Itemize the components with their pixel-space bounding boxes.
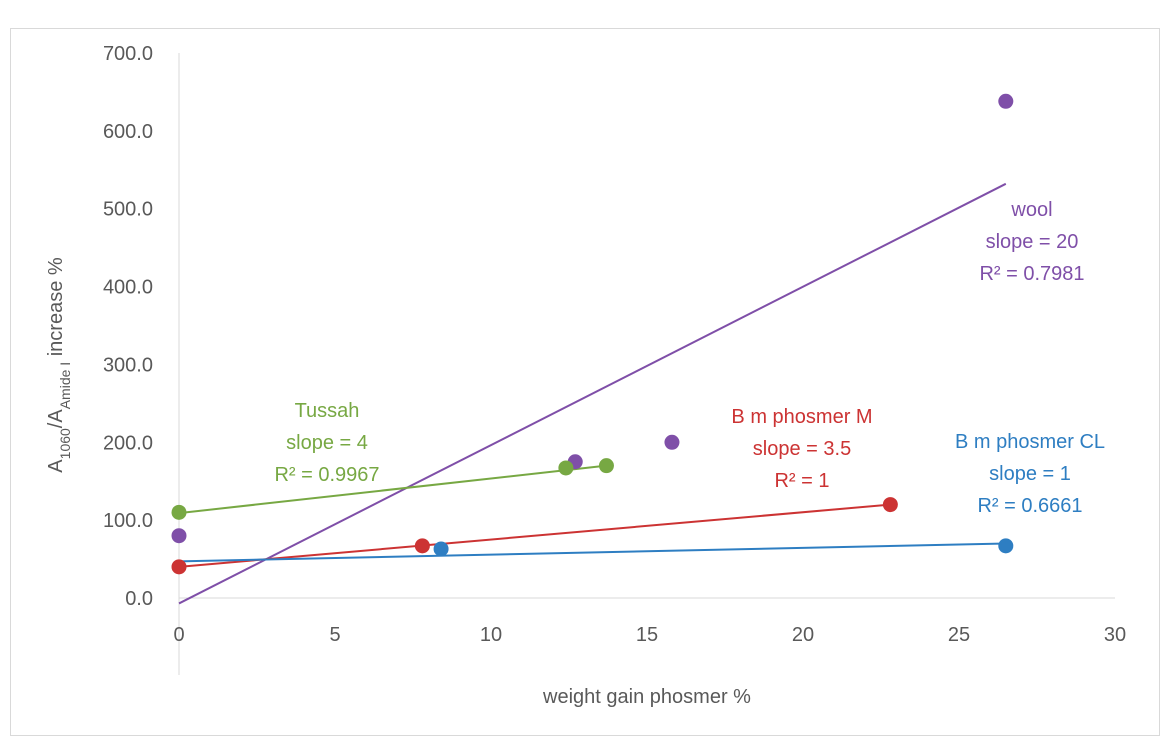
y-tick-label: 200.0 [103, 432, 153, 454]
axes [178, 53, 1115, 675]
annotations: wool slope = 20 R² = 0.7981 Tussah slope = 4… [274, 199, 1105, 517]
y-axis-label-prefix: A [45, 459, 67, 473]
b-m-phosmer-m-annotation-line: R² = 1 [774, 470, 829, 492]
b-m-phosmer-cl-annotation-line: B m phosmer CL [955, 431, 1105, 453]
y-tick-label: 500.0 [103, 199, 153, 221]
x-axis-label: weight gain phosmer % [542, 686, 751, 708]
b-m-phosmer-cl-annotation-line: slope = 1 [989, 463, 1071, 485]
x-tick-label: 20 [792, 624, 814, 646]
x-tick-label: 25 [948, 624, 970, 646]
b-m-phosmer-m-point [882, 497, 898, 513]
data-points [171, 93, 1014, 575]
wool-annotation-line: wool [1010, 199, 1052, 221]
x-tick-label: 10 [480, 624, 502, 646]
y-axis-label: A1060/AAmide I increase % [45, 257, 73, 473]
tussah-point [598, 458, 614, 474]
y-tick-label: 300.0 [103, 354, 153, 376]
b-m-phosmer-m-annotation-line: slope = 3.5 [753, 438, 851, 460]
tussah-annotation-line: R² = 0.9967 [274, 464, 379, 486]
y-axis-label-mid: /A [45, 409, 67, 429]
y-tick-label: 600.0 [103, 121, 153, 143]
y-axis-label-suffix: increase % [45, 257, 67, 362]
wool-annotation-line: slope = 20 [986, 231, 1079, 253]
x-tick-label: 15 [636, 624, 658, 646]
wool-annotation-line: R² = 0.7981 [979, 263, 1084, 285]
tussah-annotation-line: Tussah [295, 400, 360, 422]
y-tick-label: 400.0 [103, 277, 153, 299]
b-m-phosmer-cl-annotation-line: R² = 0.6661 [977, 495, 1082, 517]
wool-point [998, 93, 1014, 109]
wool-point [664, 434, 680, 450]
wool-trendline [178, 182, 1007, 605]
y-tick-label: 700.0 [103, 43, 153, 65]
trendlines [178, 182, 1007, 605]
y-tick-label: 0.0 [125, 588, 153, 610]
x-tick-label: 30 [1104, 624, 1126, 646]
b-m-phosmer-cl-point [998, 538, 1014, 554]
wool-point [171, 528, 187, 544]
tussah-annotation-line: slope = 4 [286, 432, 368, 454]
y-axis-label-sub1: 1060 [57, 428, 73, 459]
x-tick-label: 5 [329, 624, 340, 646]
tussah-trendline [178, 464, 607, 515]
tussah-point [171, 504, 187, 520]
tick-labels: 0.0 100.0 200.0 300.0 400.0 500.0 600.0 700.0 0 5… [103, 43, 1126, 646]
y-axis-label-sub2: Amide I [57, 362, 73, 409]
b-m-phosmer-m-point [414, 538, 430, 554]
b-m-phosmer-m-trendline [178, 503, 891, 568]
b-m-phosmer-cl-trendline [178, 542, 1006, 563]
tussah-point [558, 460, 574, 476]
b-m-phosmer-m-point [171, 559, 187, 575]
b-m-phosmer-cl-point [433, 541, 449, 557]
b-m-phosmer-m-annotation-line: B m phosmer M [731, 406, 872, 428]
chart-frame [10, 28, 1160, 736]
y-tick-label: 100.0 [103, 510, 153, 532]
x-tick-label: 0 [173, 624, 184, 646]
